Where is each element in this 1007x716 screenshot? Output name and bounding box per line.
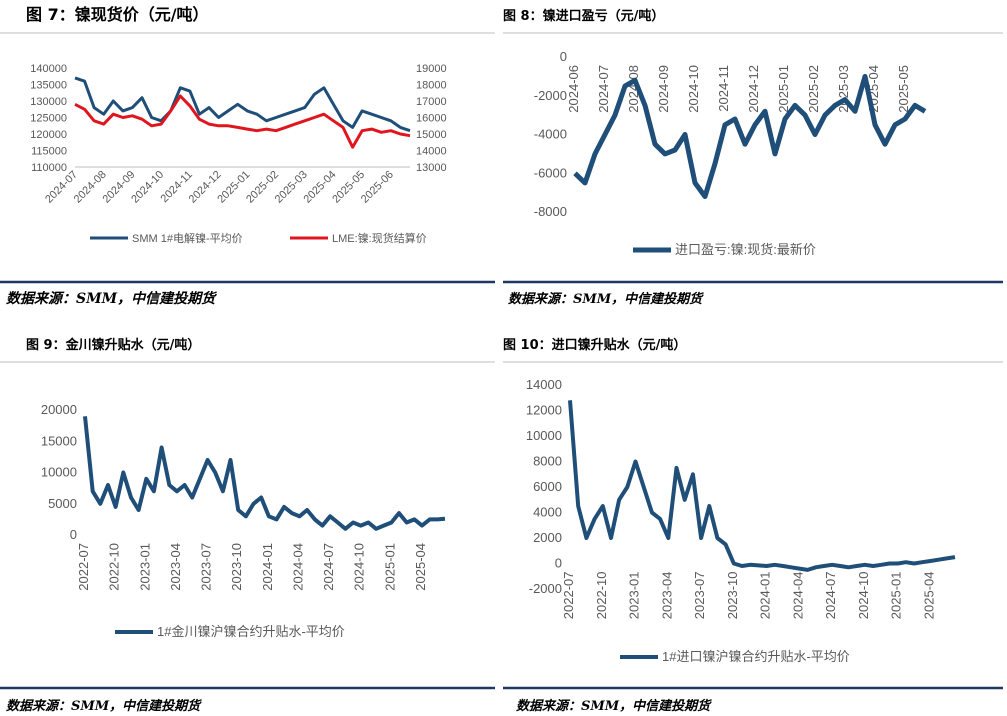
x-tick-label: 2025-01 xyxy=(776,65,791,113)
y-tick-label: 14000 xyxy=(526,377,562,392)
series-line xyxy=(573,73,927,199)
x-tick-label: 2024-04 xyxy=(290,543,305,591)
y2-tick-label: 17000 xyxy=(416,96,447,108)
chart: 图 7：镍现货价（元/吨） 数据来源：SMM，中信建投期货 110000 115000… xyxy=(6,5,447,307)
source-note: 数据来源：SMM，中信建投期货 xyxy=(516,698,712,714)
legend-label: 1#进口镍沪镍合约升贴水-平均价 xyxy=(662,649,850,664)
x-tick-label: 2023-07 xyxy=(692,572,707,620)
y-tick-label: -2000 xyxy=(534,88,567,103)
x-tick-label: 2024-07 xyxy=(596,65,611,113)
y-tick-label: 10000 xyxy=(41,465,77,480)
chart: 图 9：金川镍升贴水（元/吨） 数据来源：SMM，中信建投期货 0 5000 10000… xyxy=(6,337,446,714)
y-tick-label: -6000 xyxy=(534,165,567,180)
y2-tick-label: 18000 xyxy=(416,80,447,92)
x-tick-label: 2022-07 xyxy=(76,543,91,591)
y-tick-label: 6000 xyxy=(533,479,562,494)
y-tick-label: 10000 xyxy=(526,428,562,443)
x-tick-label: 2022-10 xyxy=(107,543,122,591)
x-tick-label: 2025-06 xyxy=(359,169,396,206)
chart-title: 图 8：镍进口盈亏（元/吨） xyxy=(503,8,664,24)
x-tick-label: 2024-07 xyxy=(321,543,336,591)
x-tick-label: 2025-02 xyxy=(806,65,821,113)
x-tick-label: 2023-10 xyxy=(725,572,740,620)
y-tick-label: 130000 xyxy=(30,96,67,108)
y-tick-label: 2000 xyxy=(533,530,562,545)
x-tick-label: 2025-04 xyxy=(921,572,936,620)
chart-title: 图 7：镍现货价（元/吨） xyxy=(26,5,209,24)
y-tick-label: 8000 xyxy=(533,454,562,469)
x-tick-label: 2024-08 xyxy=(626,65,641,113)
x-tick-label: 2024-07 xyxy=(823,572,838,620)
y2-tick-label: 14000 xyxy=(416,146,447,158)
x-tick-label: 2024-01 xyxy=(758,572,773,620)
y-tick-label: 5000 xyxy=(48,496,77,511)
x-tick-label: 2023-04 xyxy=(168,543,183,591)
x-tick-label: 2024-06 xyxy=(566,65,581,113)
y-tick-label: 12000 xyxy=(526,403,562,418)
y2-tick-label: 13000 xyxy=(416,162,447,174)
x-tick-label: 2023-07 xyxy=(199,543,214,591)
legend-label: 进口盈亏:镍:现货:最新价 xyxy=(675,242,816,257)
x-tick-label: 2022-10 xyxy=(594,572,609,620)
x-tick-label: 2024-04 xyxy=(790,572,805,620)
x-tick-label: 2024-12 xyxy=(746,65,761,113)
y-tick-label: 120000 xyxy=(30,129,67,141)
x-tick-label: 2025-01 xyxy=(889,572,904,620)
x-tick-label: 2025-05 xyxy=(896,65,911,113)
chart: 图 10：进口镍升贴水（元/吨） 数据来源：SMM，中信建投期货 -2000 0 200… xyxy=(503,337,956,714)
x-tick-label: 2023-01 xyxy=(137,543,152,591)
x-tick-label: 2024-11 xyxy=(716,65,731,112)
y-tick-label: -4000 xyxy=(534,127,567,142)
legend-label: SMM 1#电解镍-平均价 xyxy=(132,231,243,245)
y-tick-label: 135000 xyxy=(30,80,67,92)
x-tick-label: 2023-04 xyxy=(659,572,674,620)
chart: 图 8：镍进口盈亏（元/吨） 数据来源：SMM，中信建投期货 0 -2000 -4000… xyxy=(503,8,927,307)
y-tick-label: 4000 xyxy=(533,505,562,520)
y2-tick-label: 16000 xyxy=(416,113,447,125)
x-tick-label: 2022-07 xyxy=(561,572,576,620)
y-tick-label: 140000 xyxy=(30,63,67,75)
y-tick-label: 125000 xyxy=(30,113,67,125)
series-line xyxy=(74,76,411,133)
y2-tick-label: 15000 xyxy=(416,129,447,141)
chart-title: 图 9：金川镍升贴水（元/吨） xyxy=(26,337,200,353)
y-tick-label: 0 xyxy=(70,527,77,542)
x-tick-label: 2025-01 xyxy=(382,543,397,591)
y-tick-label: -8000 xyxy=(534,204,567,219)
x-tick-label: 2023-01 xyxy=(627,572,642,620)
source-note: 数据来源：SMM，中信建投期货 xyxy=(6,698,202,714)
chart-title: 图 10：进口镍升贴水（元/吨） xyxy=(503,337,686,353)
series-line xyxy=(74,94,411,149)
y2-tick-label: 19000 xyxy=(416,63,447,75)
x-tick-label: 2024-01 xyxy=(260,543,275,591)
y-tick-label: 115000 xyxy=(31,146,67,158)
x-tick-label: 2024-10 xyxy=(352,543,367,591)
legend-label: LME:镍:现货结算价 xyxy=(332,231,427,245)
x-tick-label: 2024-09 xyxy=(656,65,671,113)
legend-label: 1#金川镍沪镍合约升贴水-平均价 xyxy=(157,624,345,639)
x-tick-label: 2023-10 xyxy=(229,543,244,591)
y-tick-label: 0 xyxy=(560,49,567,64)
y-tick-label: -2000 xyxy=(529,581,562,596)
y-tick-label: 15000 xyxy=(41,433,77,448)
series-line xyxy=(83,416,446,531)
y-tick-label: 20000 xyxy=(41,402,77,417)
x-tick-label: 2024-10 xyxy=(856,572,871,620)
x-tick-label: 2024-10 xyxy=(686,65,701,113)
series-line xyxy=(568,400,956,572)
y-tick-label: 0 xyxy=(555,556,562,571)
source-note: 数据来源：SMM，中信建投期货 xyxy=(6,290,217,307)
source-note: 数据来源：SMM，中信建投期货 xyxy=(508,291,704,307)
y-tick-label: 110000 xyxy=(31,162,67,174)
x-tick-label: 2025-04 xyxy=(413,543,428,591)
